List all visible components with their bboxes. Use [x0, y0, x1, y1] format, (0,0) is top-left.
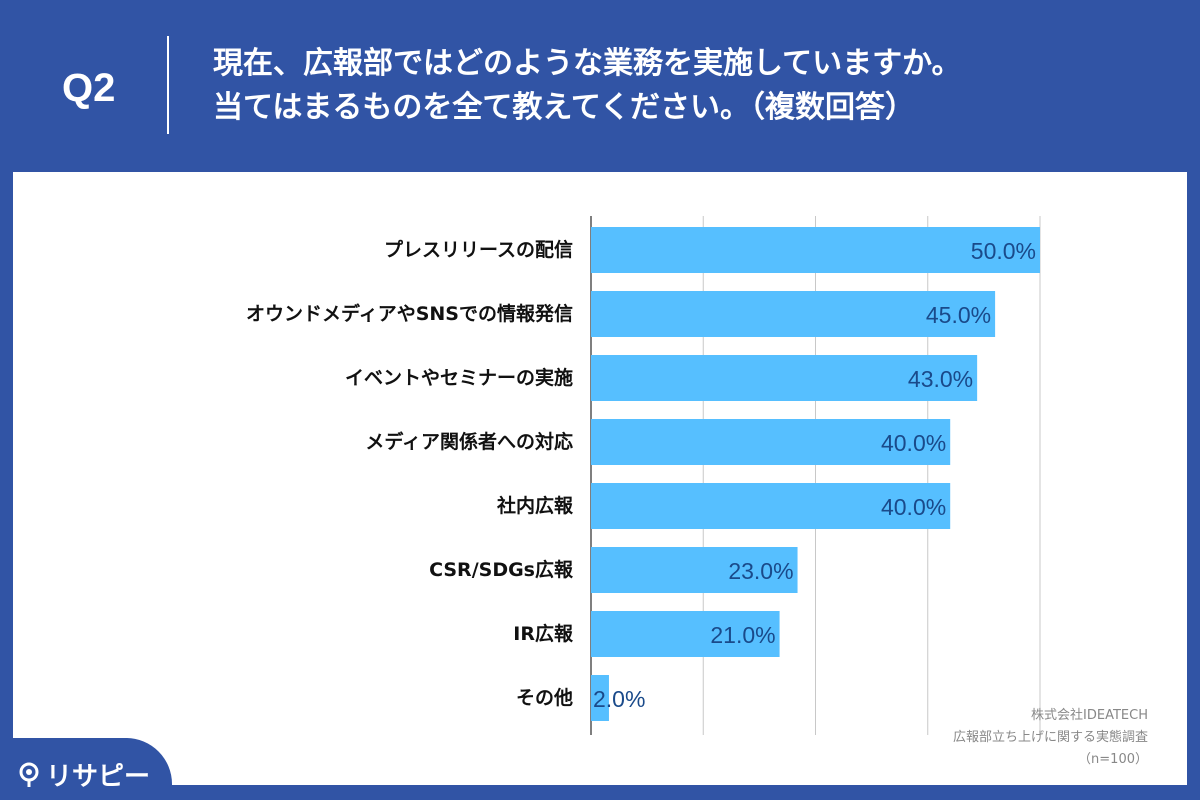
value-label: 23.0%: [728, 558, 793, 584]
category-label: その他: [516, 686, 573, 709]
header-divider: [167, 36, 169, 134]
bar-chart: プレスリリースの配信 50.0% オウンドメディアやSNSでの情報発信 45.0% イベ…: [246, 216, 1041, 735]
source-survey: 広報部立ち上げに関する実態調査: [952, 730, 1148, 745]
bar: [591, 611, 780, 657]
question-title: 現在、広報部ではどのような業務を実施していますか。 当てはまるものを全て教えてく…: [213, 42, 962, 130]
bar: [591, 547, 798, 593]
header: Q2 現在、広報部ではどのような業務を実施していますか。 当てはまるものを全て教…: [0, 0, 1200, 170]
category-label: オウンドメディアやSNSでの情報発信: [246, 302, 573, 325]
bar: [591, 291, 996, 337]
question-number: Q2: [62, 66, 116, 110]
value-label: 2.0%: [593, 686, 645, 712]
value-label: 21.0%: [710, 622, 775, 648]
category-label: CSR/SDGs広報: [429, 558, 574, 581]
category-label: イベントやセミナーの実施: [345, 366, 573, 389]
question-title-line-2: 当てはまるものを全て教えてください。（複数回答）: [213, 90, 915, 125]
bar: [591, 227, 1040, 273]
category-label: 社内広報: [496, 494, 574, 517]
category-label: メディア関係者への対応: [365, 430, 573, 453]
bar: [591, 355, 978, 401]
bar: [591, 675, 609, 721]
bar: [591, 483, 951, 529]
source-sample-size: （n=100）: [1078, 752, 1148, 767]
pin-icon: [19, 762, 39, 787]
value-label: 43.0%: [908, 366, 973, 392]
category-label: プレスリリースの配信: [384, 238, 573, 261]
logo-text: リサピー: [46, 762, 151, 792]
logo: リサピー: [18, 756, 150, 793]
source-note: 株式会社IDEATECH 広報部立ち上げに関する実態調査 （n=100）: [728, 705, 1148, 771]
bar: [591, 419, 951, 465]
value-label: 45.0%: [926, 302, 991, 328]
value-label: 40.0%: [881, 494, 946, 520]
chart-panel: プレスリリースの配信 50.0% オウンドメディアやSNSでの情報発信 45.0% イベ…: [13, 172, 1187, 785]
question-title-line-1: 現在、広報部ではどのような業務を実施していますか。: [213, 46, 962, 81]
value-label: 40.0%: [881, 430, 946, 456]
value-label: 50.0%: [971, 238, 1036, 264]
source-company: 株式会社IDEATECH: [1031, 708, 1148, 723]
category-label: IR広報: [513, 622, 574, 645]
